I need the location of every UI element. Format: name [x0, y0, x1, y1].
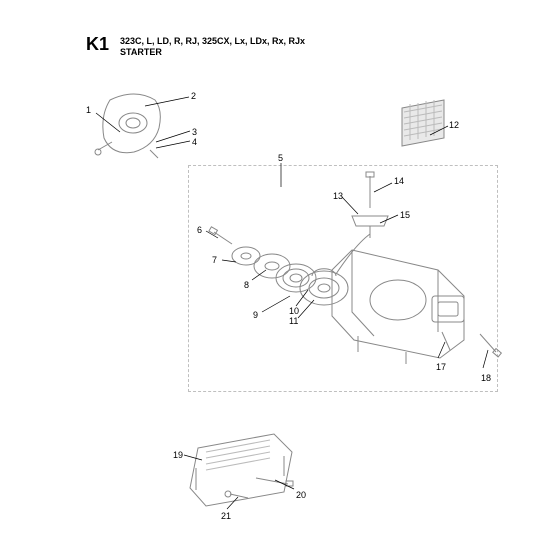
- callout-15: 15: [400, 210, 410, 220]
- callout-17: 17: [436, 362, 446, 372]
- callout-7: 7: [212, 255, 217, 265]
- callout-3: 3: [192, 127, 197, 137]
- callout-4: 4: [192, 137, 197, 147]
- callout-1: 1: [86, 105, 91, 115]
- part-base-plate: [190, 434, 292, 506]
- part-washer-7: [232, 247, 260, 265]
- callout-11: 11: [289, 316, 298, 326]
- part-pulley-10-11: [300, 269, 348, 305]
- callout-2: 2: [191, 91, 196, 101]
- part-handle-15: [352, 216, 388, 238]
- callout-20: 20: [296, 490, 306, 500]
- callout-18: 18: [481, 373, 491, 383]
- callout-13: 13: [333, 191, 343, 201]
- callout-6: 6: [197, 225, 202, 235]
- callout-14: 14: [394, 176, 404, 186]
- part-screw-18: [480, 334, 501, 357]
- part-spring-9: [276, 264, 316, 292]
- part-screw-6: [209, 227, 232, 244]
- callout-19: 19: [173, 450, 183, 460]
- callout-21: 21: [221, 511, 231, 521]
- part-mesh-panel: [402, 100, 444, 146]
- callout-8: 8: [244, 280, 249, 290]
- part-screw-20: [256, 478, 293, 486]
- callout-5: 5: [278, 153, 283, 163]
- starter-rope: [336, 234, 370, 274]
- callout-12: 12: [449, 120, 459, 130]
- part-screw-17: [442, 332, 450, 350]
- part-starter-housing: [332, 250, 464, 364]
- part-housing-small: [95, 94, 160, 158]
- part-screw-21: [225, 491, 248, 498]
- part-screw-14: [366, 172, 374, 208]
- callout-10: 10: [289, 306, 299, 316]
- callout-9: 9: [253, 310, 258, 320]
- diagram-svg: [0, 0, 560, 560]
